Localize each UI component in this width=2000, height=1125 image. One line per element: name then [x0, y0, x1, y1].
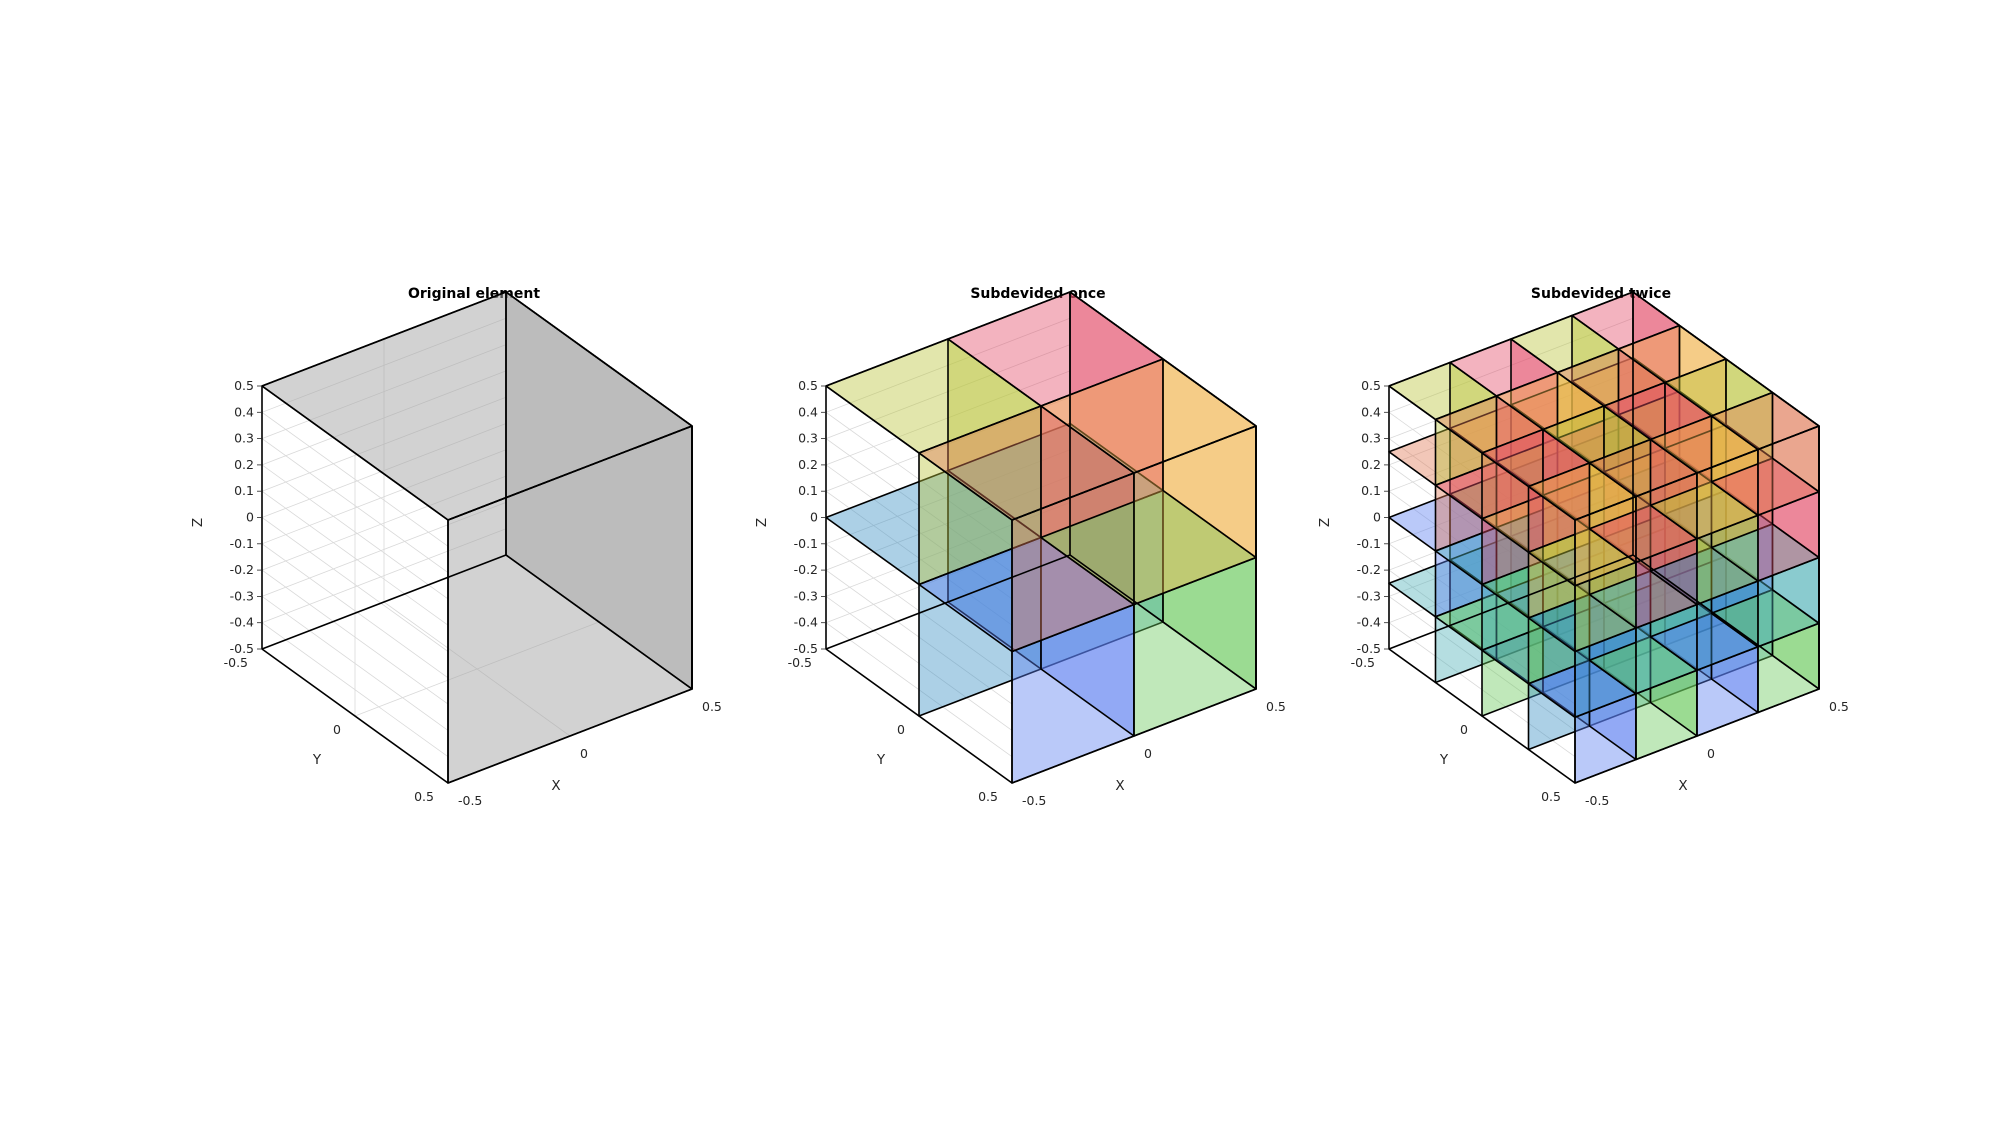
z-tick-label: -0.2	[230, 562, 254, 577]
mesh-cells	[1388, 291, 1820, 784]
panel-title-twice: Subdevided twice	[1531, 286, 1671, 302]
tick-labels: -0.5 -0.4 -0.3 -0.2 -0.1 0 0.1 0.2 0.3 0.4 0.5 -0.5…	[788, 378, 1286, 808]
y-tick-label: 0.5	[1541, 789, 1561, 804]
mesh-cell	[1649, 415, 1759, 540]
y-axis-label: Y	[312, 752, 322, 768]
tick-labels: -0.5 -0.4 -0.3 -0.2 -0.1 0 0.1 0.2 0.3 0.4 0.5 -0.5…	[224, 378, 722, 808]
x-tick-label: 0.5	[702, 699, 722, 714]
panel-title-once: Subdevided once	[970, 286, 1105, 302]
z-tick-label: 0.5	[1361, 378, 1381, 393]
x-tick-label: 0.5	[1266, 699, 1286, 714]
z-axis-label: Z	[190, 518, 206, 527]
x-axis-label: X	[1115, 778, 1124, 794]
x-tick-label: 0	[1707, 746, 1715, 761]
z-tick-label: 0.1	[1361, 483, 1381, 498]
x-tick-label: 0	[580, 746, 588, 761]
panel-subdivided-twice: Subdevided twice -0.5 -0.4 -0.3 -0.2 -0.1 0 0.…	[1317, 286, 1849, 808]
x-axis-label: X	[1678, 778, 1687, 794]
z-tick-label: 0.3	[234, 431, 254, 446]
z-tick-label: 0.3	[798, 431, 818, 446]
z-tick-label: -0.1	[230, 536, 254, 551]
mesh-cells	[825, 291, 1257, 784]
x-tick-label: 0	[1144, 746, 1152, 761]
z-tick-label: 0	[1373, 510, 1381, 525]
tick-labels: -0.5 -0.4 -0.3 -0.2 -0.1 0 0.1 0.2 0.3 0.4 0.5 -0.5…	[1351, 378, 1849, 808]
z-tick-label: -0.4	[230, 615, 254, 630]
panel-title-original: Original element	[408, 286, 540, 302]
y-tick-label: 0.5	[978, 789, 998, 804]
y-tick-label: 0.5	[414, 789, 434, 804]
y-axis-label: Y	[1439, 752, 1449, 768]
x-tick-label: 0.5	[1829, 699, 1849, 714]
z-tick-label: 0.4	[798, 404, 818, 419]
y-tick-label: 0	[333, 722, 341, 737]
z-axis-label: Z	[754, 518, 770, 527]
z-tick-label: 0.5	[234, 378, 254, 393]
mesh-cell	[1710, 523, 1820, 648]
z-tick-label: -0.4	[1357, 615, 1381, 630]
panel-subdivided-once: Subdevided once -0.5 -0.4 -0.3 -0.2 -0.1 0 0.1…	[754, 286, 1286, 808]
z-tick-label: 0.4	[234, 404, 254, 419]
x-tick-label: -0.5	[1585, 793, 1609, 808]
z-tick-label: -0.3	[1357, 588, 1381, 603]
y-tick-label: -0.5	[788, 655, 812, 670]
z-tick-label: -0.1	[794, 536, 818, 551]
y-tick-label: 0	[897, 722, 905, 737]
y-axis-label: Y	[876, 752, 886, 768]
x-tick-label: -0.5	[1022, 793, 1046, 808]
z-tick-label: -0.5	[1357, 641, 1381, 656]
z-tick-label: 0.1	[234, 483, 254, 498]
z-tick-label: -0.3	[794, 588, 818, 603]
z-tick-label: 0.1	[798, 483, 818, 498]
z-tick-label: 0.5	[798, 378, 818, 393]
z-tick-label: -0.2	[1357, 562, 1381, 577]
y-tick-label: -0.5	[1351, 655, 1375, 670]
z-tick-label: -0.4	[794, 615, 818, 630]
outer-box	[1388, 291, 1820, 784]
z-tick-label: 0.3	[1361, 431, 1381, 446]
z-tick-label: 0.2	[234, 457, 254, 472]
z-tick-label: -0.1	[1357, 536, 1381, 551]
panel-original-element: Original element -0.5 -0.4 -0.3 -0.2 -0.1 0 0.…	[190, 286, 722, 808]
x-axis-label: X	[551, 778, 560, 794]
z-axis-label: Z	[1317, 518, 1333, 527]
x-tick-label: -0.5	[458, 793, 482, 808]
z-tick-label: 0	[810, 510, 818, 525]
y-tick-label: -0.5	[224, 655, 248, 670]
z-tick-label: 0.2	[798, 457, 818, 472]
z-tick-label: 0	[246, 510, 254, 525]
y-tick-label: 0	[1460, 722, 1468, 737]
outer-box	[825, 291, 1257, 784]
z-tick-label: -0.5	[794, 641, 818, 656]
z-tick-label: -0.3	[230, 588, 254, 603]
z-tick-label: -0.2	[794, 562, 818, 577]
z-tick-label: 0.2	[1361, 457, 1381, 472]
z-tick-label: -0.5	[230, 641, 254, 656]
z-tick-label: 0.4	[1361, 404, 1381, 419]
